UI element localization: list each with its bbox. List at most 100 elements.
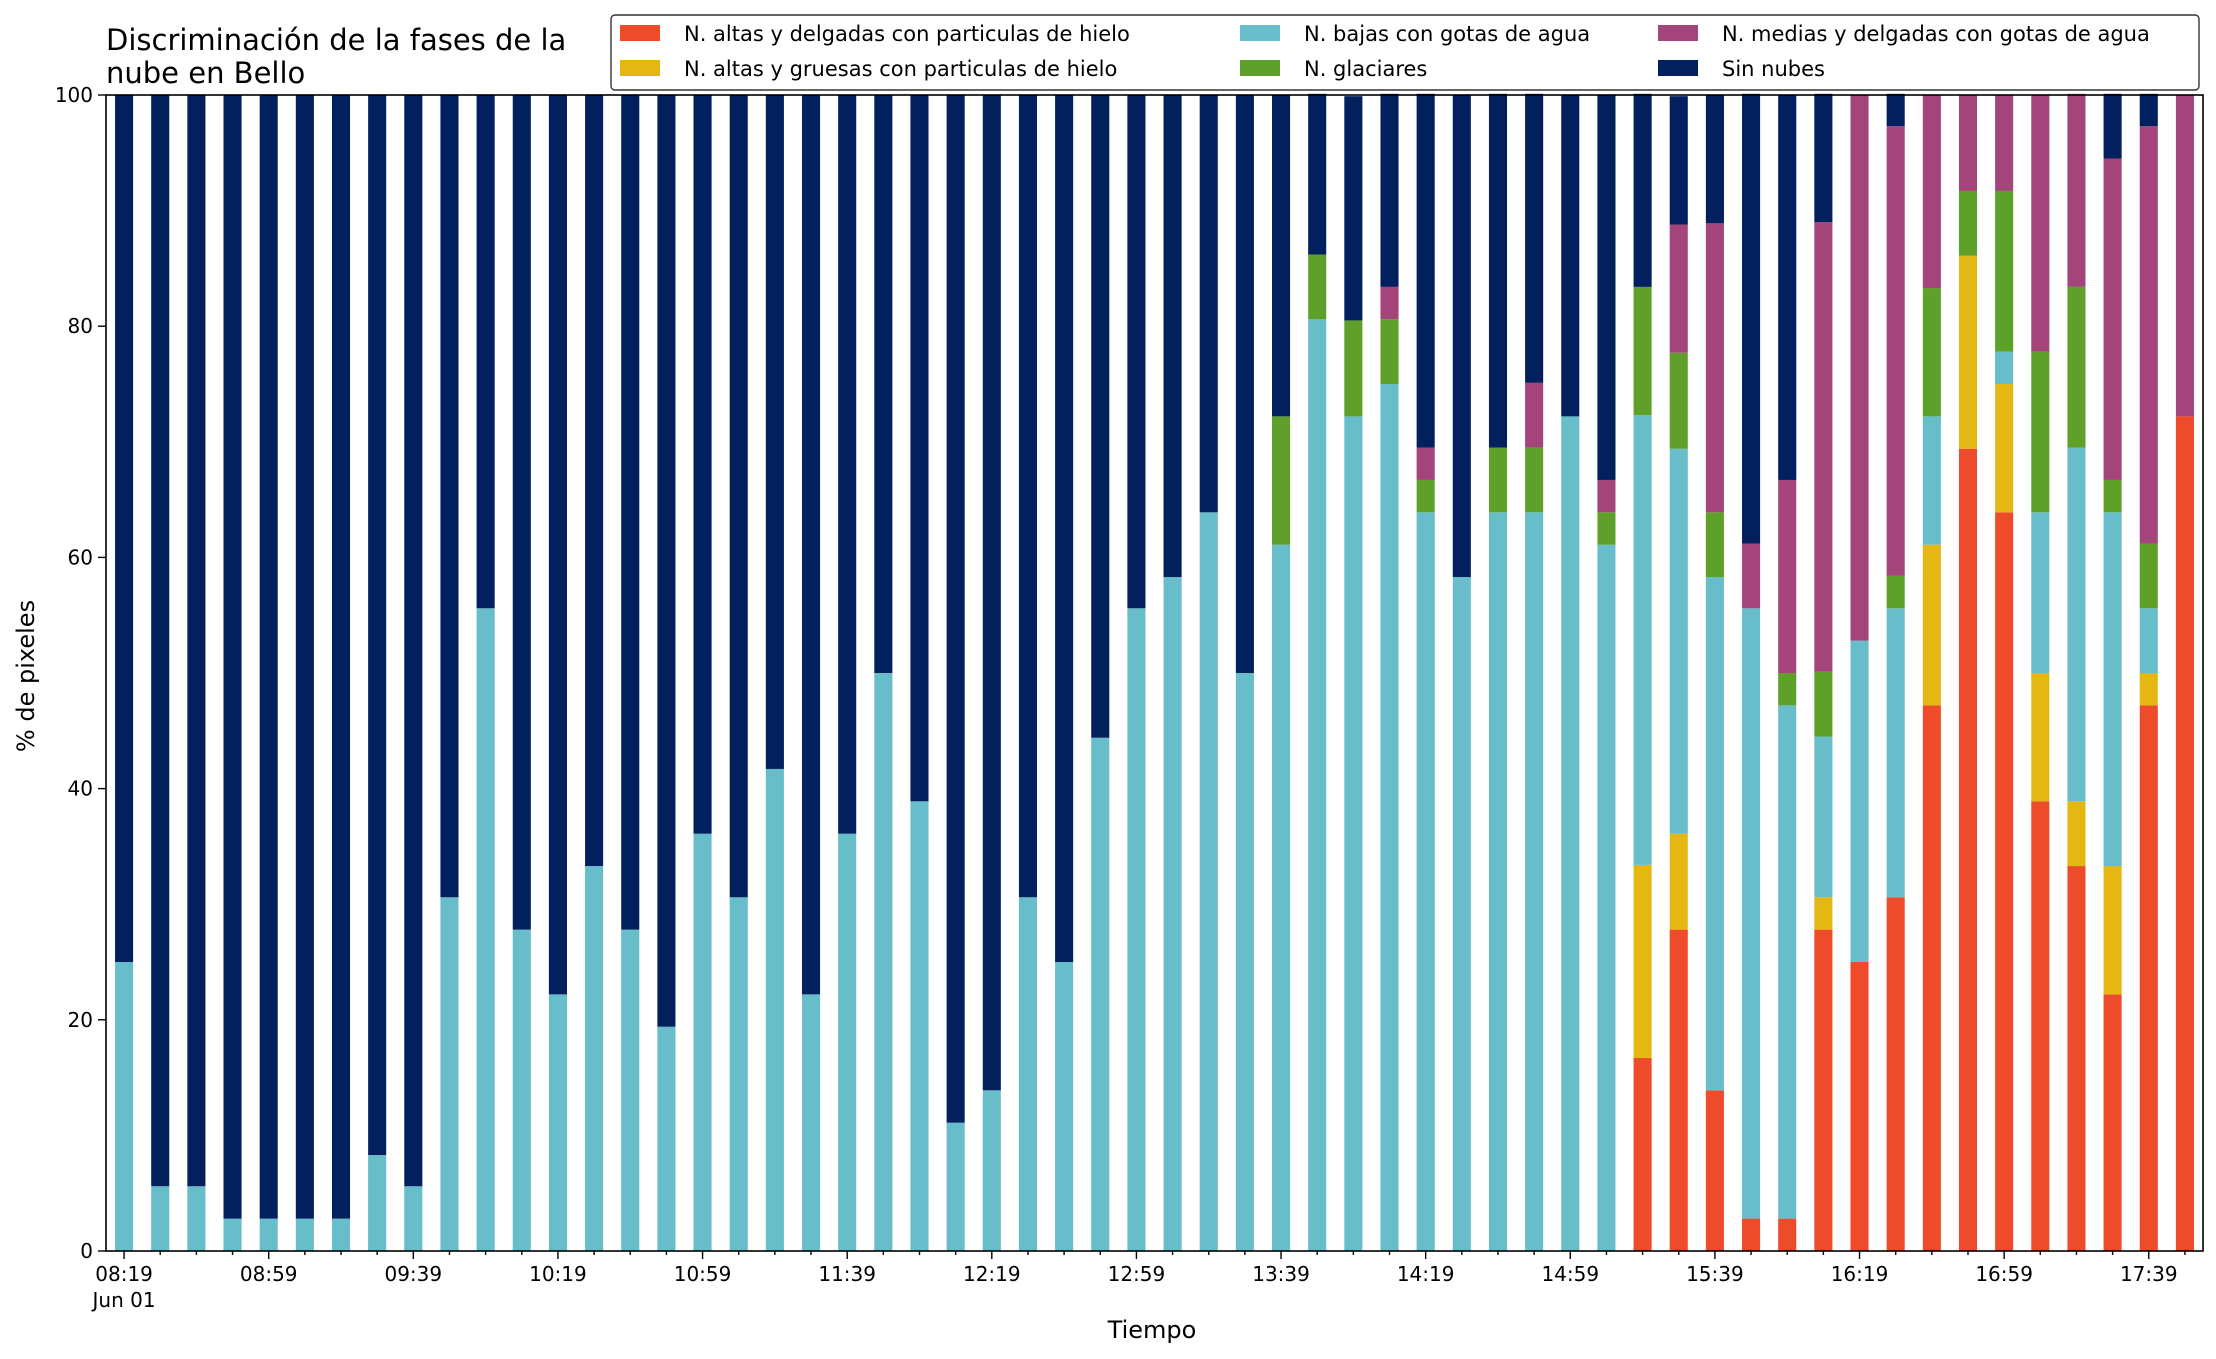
bar-segment-s5-2 xyxy=(187,95,206,1187)
bar-segment-s1-43 xyxy=(1669,833,1688,930)
bar-segment-s5-21 xyxy=(874,95,893,673)
bar-segment-s2-38 xyxy=(1488,512,1508,1251)
bar-segment-s0-47 xyxy=(1814,929,1833,1251)
bar-segment-s5-36 xyxy=(1416,93,1435,448)
bar-segment-s2-28 xyxy=(1127,608,1146,1251)
legend-label-5: Sin nubes xyxy=(1722,57,1825,81)
chart-title-line-1: Discriminación de la fases de la xyxy=(106,23,566,57)
bar-segment-s3-33 xyxy=(1308,254,1327,320)
legend-swatch-3 xyxy=(1240,60,1280,76)
x-tick-label-0: 08:19 xyxy=(95,1262,153,1286)
bar-segment-s3-35 xyxy=(1380,319,1399,384)
bar-segment-s5-32 xyxy=(1272,95,1291,417)
bar-segment-s4-47 xyxy=(1814,222,1833,672)
bar-segment-s4-48 xyxy=(1850,95,1869,641)
bar-segment-s2-10 xyxy=(476,608,495,1251)
bar-segment-s5-19 xyxy=(801,95,821,995)
legend-swatch-1 xyxy=(620,60,660,76)
bar-segment-s0-50 xyxy=(1922,705,1941,1251)
bar-segment-s4-43 xyxy=(1669,224,1688,353)
x-tick-label-12: 16:19 xyxy=(1831,1262,1889,1286)
bar-segment-s2-47 xyxy=(1814,736,1833,898)
bar-segment-s4-56 xyxy=(2139,126,2158,544)
bar-segment-s3-41 xyxy=(1597,512,1616,545)
x-tick-label-2: 09:39 xyxy=(384,1262,442,1286)
bar-segment-s2-40 xyxy=(1561,416,1580,1251)
bar-segment-s2-17 xyxy=(729,897,748,1251)
bars-group xyxy=(115,93,2194,1251)
legend-label-2: N. bajas con gotas de agua xyxy=(1304,22,1590,46)
bar-segment-s2-8 xyxy=(404,1186,423,1251)
legend-label-3: N. glaciares xyxy=(1304,57,1427,81)
bar-segment-s5-6 xyxy=(331,95,351,1219)
bar-segment-s2-27 xyxy=(1091,737,1110,1251)
bar-segment-s5-10 xyxy=(476,95,495,609)
bar-segment-s3-49 xyxy=(1886,575,1905,609)
bar-segment-s5-55 xyxy=(2103,93,2122,159)
bar-segment-s0-42 xyxy=(1633,1057,1652,1251)
bar-segment-s2-3 xyxy=(223,1218,242,1251)
bar-segment-s2-48 xyxy=(1850,640,1869,962)
bar-segment-s2-37 xyxy=(1452,577,1471,1251)
bar-segment-s2-55 xyxy=(2103,512,2122,867)
bar-segment-s5-18 xyxy=(765,95,784,769)
bar-segment-s5-49 xyxy=(1886,93,1905,127)
bar-segment-s1-53 xyxy=(2031,673,2050,802)
bar-segment-s2-1 xyxy=(151,1186,170,1251)
bar-segment-s1-55 xyxy=(2103,866,2122,995)
y-tick-label-5: 100 xyxy=(55,83,93,107)
y-axis-label: % de pixeles xyxy=(12,600,40,752)
bar-segment-s0-45 xyxy=(1742,1218,1761,1251)
bar-segment-s2-39 xyxy=(1525,512,1544,1251)
legend-label-1: N. altas y gruesas con particulas de hie… xyxy=(684,57,1117,81)
bar-segment-s3-52 xyxy=(1995,190,2014,352)
y-tick-label-4: 80 xyxy=(68,314,93,338)
x-tick-label-4: 10:59 xyxy=(674,1262,732,1286)
x-tick-label-5: 11:39 xyxy=(818,1262,876,1286)
x-tick-label-7: 12:59 xyxy=(1108,1262,1166,1286)
y-tick-label-3: 60 xyxy=(68,545,93,569)
bar-segment-s0-46 xyxy=(1778,1218,1797,1251)
bar-segment-s5-47 xyxy=(1814,93,1833,223)
bar-segment-s4-55 xyxy=(2103,158,2122,480)
bar-segment-s0-52 xyxy=(1995,512,2014,1251)
bar-segment-s5-56 xyxy=(2139,93,2158,127)
bar-segment-s3-36 xyxy=(1416,479,1435,513)
bar-segment-s0-54 xyxy=(2067,866,2086,1251)
bar-segment-s3-34 xyxy=(1344,320,1363,417)
bar-segment-s5-28 xyxy=(1127,95,1146,609)
bar-segment-s3-51 xyxy=(1958,190,1978,256)
bar-segment-s2-42 xyxy=(1633,415,1652,865)
bar-segment-s0-53 xyxy=(2031,801,2050,1251)
bar-segment-s5-41 xyxy=(1597,95,1616,480)
bar-segment-s5-16 xyxy=(693,95,712,834)
bar-segment-s5-34 xyxy=(1344,96,1363,321)
bar-segment-s5-14 xyxy=(621,95,640,930)
bar-segment-s5-29 xyxy=(1163,95,1182,578)
x-axis-label: Tiempo xyxy=(1107,1316,1197,1344)
bar-segment-s2-50 xyxy=(1922,416,1941,545)
bar-segment-s2-33 xyxy=(1308,319,1327,1251)
bar-segment-s5-22 xyxy=(910,95,929,802)
bar-segment-s4-54 xyxy=(2067,93,2086,287)
legend-swatch-5 xyxy=(1658,60,1698,76)
bar-segment-s2-35 xyxy=(1380,384,1399,1251)
bar-segment-s5-31 xyxy=(1235,95,1254,673)
bar-segment-s5-25 xyxy=(1018,95,1037,898)
bar-segment-s5-11 xyxy=(512,95,531,930)
bar-segment-s5-43 xyxy=(1669,96,1688,225)
bar-segment-s5-40 xyxy=(1561,95,1580,417)
x-tick-label-9: 14:19 xyxy=(1397,1262,1455,1286)
bar-segment-s4-50 xyxy=(1922,95,1941,289)
bar-segment-s1-52 xyxy=(1995,384,2014,513)
bar-segment-s2-9 xyxy=(440,897,459,1251)
bar-segment-s2-34 xyxy=(1344,416,1363,1251)
bar-segment-s5-35 xyxy=(1380,93,1399,287)
bar-segment-s2-12 xyxy=(548,994,567,1251)
bar-segment-s0-48 xyxy=(1850,962,1869,1251)
bar-segment-s2-14 xyxy=(621,929,640,1251)
bar-segment-s5-27 xyxy=(1091,95,1110,738)
bar-segment-s3-50 xyxy=(1922,288,1941,417)
